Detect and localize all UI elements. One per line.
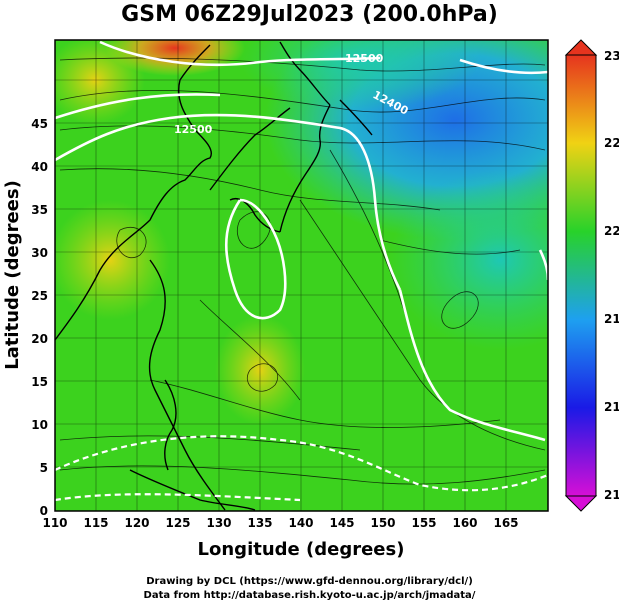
y-tick-label: 30 (31, 246, 48, 260)
colorbar-tick-label: 210 (604, 488, 619, 502)
colorbar-body (565, 54, 597, 497)
x-tick-label: 165 (493, 516, 518, 530)
credit-data: Data from http://database.rish.kyoto-u.a… (143, 590, 476, 601)
y-axis-title: Latitude (degrees) (2, 180, 23, 370)
x-tick-label: 115 (83, 516, 108, 530)
x-tick-label: 125 (165, 516, 190, 530)
y-tick-label: 25 (31, 289, 48, 303)
colorbar-bottom-arrow (564, 495, 598, 512)
colorbar-tick-label: 226 (604, 136, 619, 150)
credit-drawing: Drawing by DCL (https://www.gfd-dennou.o… (146, 576, 473, 587)
contour-label: 12500 (345, 52, 384, 65)
x-tick-label: 110 (42, 516, 67, 530)
x-tick-label: 120 (124, 516, 149, 530)
height-contours (55, 40, 548, 442)
height-contours-dashed (55, 435, 548, 502)
colorbar-top-arrow (564, 39, 598, 56)
colorbar-tick-label: 230 (604, 49, 619, 63)
x-axis-title: Longitude (degrees) (198, 539, 405, 560)
x-tick-label: 155 (411, 516, 436, 530)
x-tick-label: 135 (247, 516, 272, 530)
y-axis: 0 5 10 15 20 25 30 35 40 45 (31, 117, 48, 518)
x-tick-label: 140 (288, 516, 313, 530)
y-tick-label: 45 (31, 117, 48, 131)
x-tick-label: 145 (329, 516, 354, 530)
colorbar-tick-label: 214 (604, 400, 619, 414)
coastlines (55, 41, 373, 511)
plot-frame (54, 39, 549, 512)
x-axis: 110 115 120 125 130 135 140 145 150 155 … (42, 516, 518, 530)
colorbar-tick-label: 218 (604, 312, 619, 326)
y-tick-label: 10 (31, 418, 48, 432)
y-tick-label: 35 (31, 203, 48, 217)
y-tick-label: 20 (31, 332, 48, 346)
temperature-field (55, 40, 548, 511)
y-tick-label: 40 (31, 160, 48, 174)
page-title: GSM 06Z29Jul2023 (200.0hPa) (121, 2, 498, 27)
colorbar-tick-label: 222 (604, 224, 619, 238)
y-tick-label: 0 (40, 504, 48, 518)
colorbar: 210 214 218 222 226 230 (564, 39, 619, 512)
y-tick-label: 15 (31, 375, 48, 389)
x-tick-label: 160 (452, 516, 477, 530)
y-tick-label: 5 (40, 461, 48, 475)
contour-label: 12500 (174, 123, 213, 136)
x-tick-label: 130 (206, 516, 231, 530)
x-tick-label: 150 (370, 516, 395, 530)
